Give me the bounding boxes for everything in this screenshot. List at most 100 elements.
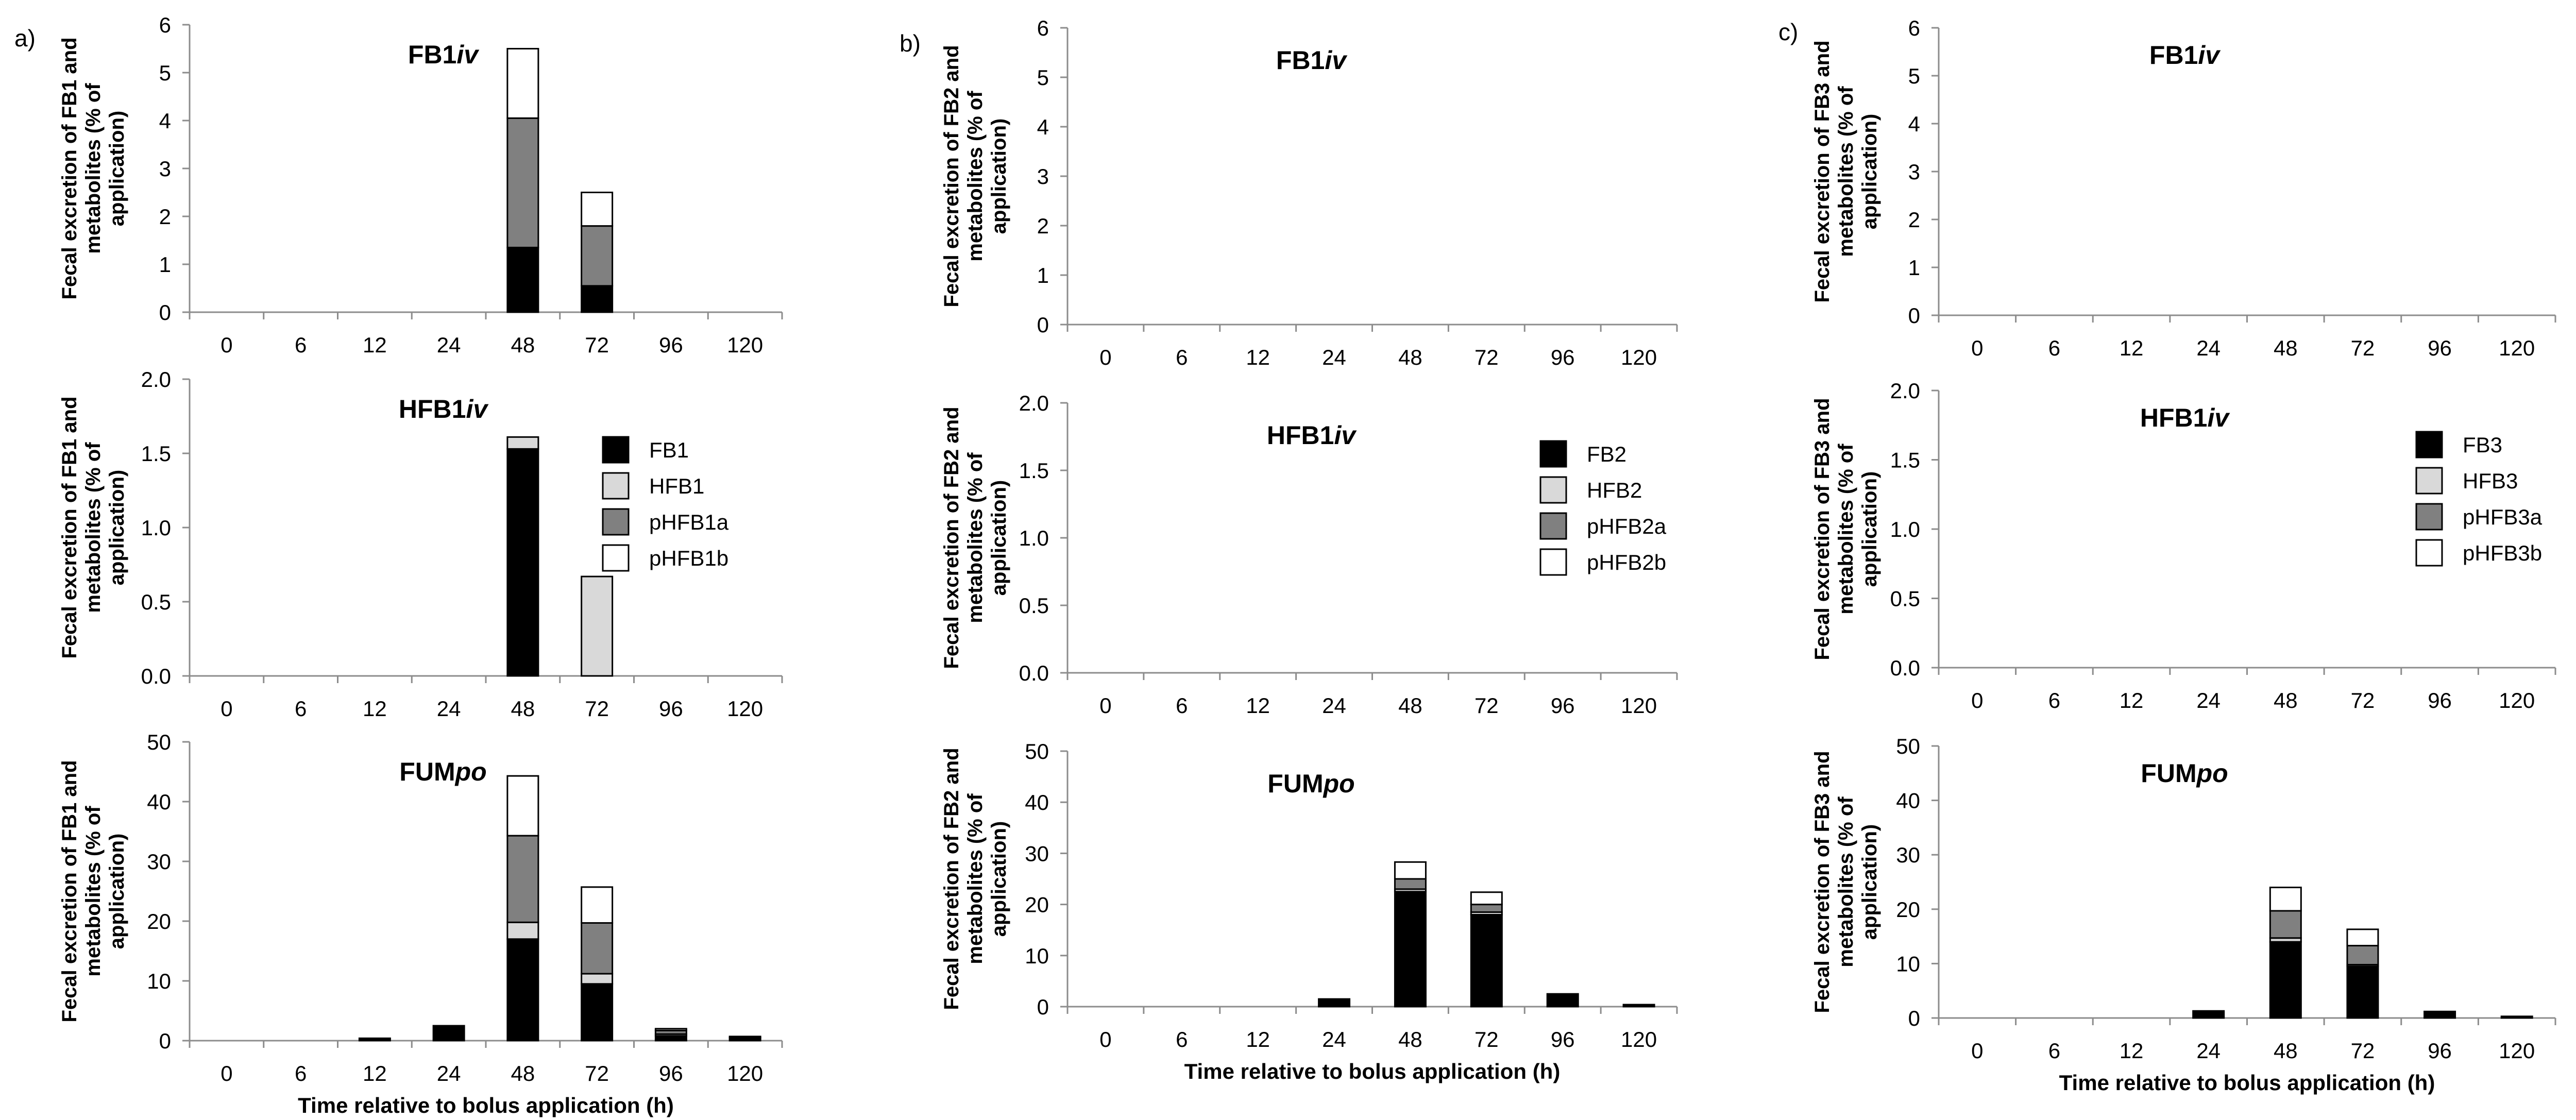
y-tick-label: 30: [1025, 841, 1049, 866]
x-axis-label: Time relative to bolus application (h): [298, 1093, 674, 1117]
y-tick-label: 3: [159, 157, 171, 181]
legend-swatch-HFB1: [602, 472, 630, 500]
bar-segment-FB3-48: [2269, 941, 2302, 1019]
y-tick-label: 5: [1037, 65, 1049, 90]
chart-title-italic: iv: [2207, 403, 2230, 432]
x-tick-label: 24: [2196, 1039, 2221, 1063]
bar-segment-pHFB1b-72: [581, 886, 614, 924]
y-axis-label-line: metabolites (% of: [82, 806, 105, 977]
chart-title-main: HFB1: [399, 395, 466, 423]
y-tick-label: 3: [1037, 164, 1049, 189]
y-axis-label-line: metabolites (% of: [82, 442, 105, 613]
y-axis-label-line: metabolites (% of: [82, 83, 105, 254]
y-axis-label-line: Fecal excretion of FB3 and: [1811, 40, 1834, 302]
bar-segment-FB1-12: [358, 1037, 391, 1042]
y-tick-label: 2: [159, 205, 171, 229]
y-tick-label: 0.0: [141, 664, 171, 688]
legend-swatch-FB1: [602, 436, 630, 464]
chart-title-italic: iv: [2198, 41, 2221, 70]
legend-label: FB2: [1587, 442, 1626, 466]
bar-segment-pHFB1b-48: [506, 775, 539, 837]
y-axis-label-line: Fecal excretion of FB2 and: [940, 45, 963, 307]
y-axis-label-line: metabolites (% of: [1835, 86, 1857, 257]
bar-segment-FB1-72: [581, 983, 614, 1042]
y-tick-label: 0.5: [141, 590, 171, 614]
y-axis-label: Fecal excretion of FB1 andmetabolites (%…: [58, 396, 128, 658]
bar-segment-FB2-96: [1546, 993, 1579, 1008]
bar-segment-pHFB3b-48: [2269, 887, 2302, 912]
y-tick-label: 1: [1037, 263, 1049, 287]
y-tick-label: 10: [1896, 952, 1920, 976]
y-axis-label-line: application): [106, 834, 128, 949]
legend-label: pHFB3b: [2463, 541, 2542, 565]
chart-title-main: FB1: [1276, 46, 1325, 75]
bar-segment-pHFB1a-120: [728, 1036, 761, 1039]
y-tick-label: 30: [1896, 843, 1920, 867]
x-tick-label: 0: [221, 697, 232, 721]
y-tick-label: 6: [159, 13, 171, 37]
bar-segment-pHFB2b-72: [1470, 891, 1503, 906]
legend-label: pHFB3a: [2463, 505, 2543, 529]
y-axis-label: Fecal excretion of FB3 andmetabolites (%…: [1811, 40, 1881, 302]
y-axis-label-line: application): [1858, 824, 1881, 940]
legend-swatch-FB2: [1539, 440, 1567, 468]
x-tick-label: 72: [2351, 688, 2375, 712]
y-tick-label: 20: [147, 909, 171, 934]
y-tick-label: 1: [1908, 256, 1920, 280]
chart-b-3: 0 10 20 30 40 50 0 6 12 24 48 72 96 120 FUMpo Fecal exc…: [940, 739, 1678, 1083]
x-tick-label: 12: [363, 697, 387, 721]
legend-label: HFB1: [649, 474, 704, 498]
chart-title-main: FB1: [2149, 41, 2198, 70]
x-tick-label: 120: [727, 1061, 763, 1085]
y-axis-label-line: application): [1858, 114, 1881, 229]
x-tick-label: 120: [2499, 336, 2535, 360]
y-axis-label: Fecal excretion of FB2 andmetabolites (%…: [940, 45, 1010, 307]
bar-segment-pHFB3a-72: [2346, 945, 2379, 966]
chart-title: FUMpo: [1267, 769, 1354, 798]
x-tick-label: 96: [2428, 688, 2452, 712]
x-tick-label: 6: [295, 1061, 307, 1085]
chart-a-2: 0.00.51.01.52.00 6 12 24 48 72 96 120HFB1ivFeca…: [58, 367, 783, 721]
y-tick-label: 20: [1025, 893, 1049, 917]
chart-title: FUMpo: [399, 757, 486, 786]
x-tick-label: 48: [511, 697, 535, 721]
legend-swatch-pHFB3a: [2415, 503, 2443, 531]
y-tick-label: 4: [1908, 112, 1920, 136]
bar-segment-pHFB2b-48: [1394, 861, 1427, 880]
x-tick-label: 120: [2499, 688, 2535, 712]
y-axis-label: Fecal excretion of FB3 andmetabolites (%…: [1811, 398, 1881, 660]
y-axis-label-line: application): [988, 480, 1010, 596]
x-tick-label: 12: [363, 1061, 387, 1085]
bar-segment-FB2-120: [1622, 1004, 1655, 1008]
x-tick-label: 24: [2196, 336, 2221, 360]
bar-segment-pHFB1b-72: [581, 192, 614, 227]
chart-c-3: 0 10 20 30 40 50 0 6 12 24 48 72 96 120 FUMpo Fecal exc…: [1811, 734, 2556, 1095]
x-tick-label: 96: [659, 333, 683, 357]
x-tick-label: 0: [1099, 693, 1111, 718]
chart-title-main: HFB1: [1267, 421, 1334, 450]
chart-title: HFB1iv: [399, 395, 489, 423]
y-tick-label: 1.0: [1019, 526, 1049, 550]
chart-a-3: 0 10 20 30 40 50 0 6 12 24 48 72 96 120 FUMpo Fecal exc…: [58, 730, 783, 1117]
y-tick-label: 4: [159, 109, 171, 133]
legend-swatch-HFB3: [2415, 467, 2443, 495]
legend-swatch-FB3: [2415, 431, 2443, 459]
y-tick-label: 20: [1896, 897, 1920, 922]
y-tick-label: 2: [1037, 214, 1049, 238]
y-axis-label-line: application): [988, 821, 1010, 937]
chart-title-italic: iv: [456, 40, 480, 69]
x-tick-label: 6: [2048, 336, 2060, 360]
bar-segment-FB2-72: [1470, 913, 1503, 1008]
x-tick-label: 0: [1971, 1039, 1983, 1063]
y-tick-label: 0: [1037, 313, 1049, 337]
y-axis-label-line: metabolites (% of: [964, 91, 987, 262]
x-tick-label: 72: [1475, 1027, 1499, 1051]
legend-swatch-pHFB2b: [1539, 548, 1567, 576]
x-tick-label: 6: [295, 697, 307, 721]
y-tick-label: 40: [1025, 790, 1049, 814]
x-tick-label: 12: [1246, 693, 1270, 718]
y-tick-label: 0: [159, 1029, 171, 1053]
y-tick-label: 1.0: [141, 516, 171, 540]
